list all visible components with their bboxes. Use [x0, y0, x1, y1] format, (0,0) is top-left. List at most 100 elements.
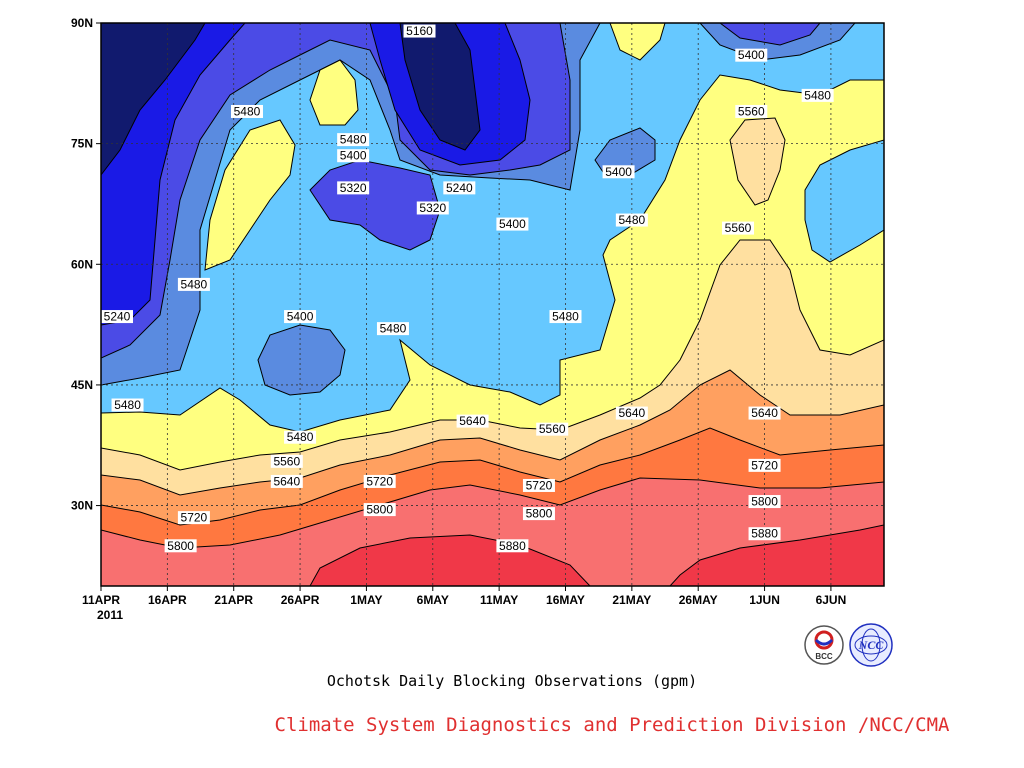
bcc-logo-icon: BCC — [804, 625, 844, 665]
plot-frame — [100, 22, 885, 587]
x-tick-label: 26APR — [281, 593, 320, 607]
contour-label: 5480 — [376, 322, 409, 336]
bcc-logo: BCC — [803, 624, 845, 666]
contour-label: 5320 — [337, 181, 370, 195]
contour-label: 5480 — [177, 277, 210, 291]
contour-label: 5800 — [164, 539, 197, 553]
x-tick-label: 26MAY — [679, 593, 718, 607]
y-tick-label: 45N — [71, 378, 93, 392]
contour-label: 5800 — [363, 503, 396, 517]
contour-label-box — [735, 104, 768, 118]
contour-label-box — [615, 213, 648, 227]
contour-label: 5480 — [801, 88, 834, 102]
contour-label-text: 5560 — [539, 422, 566, 436]
contour-label: 5480 — [284, 430, 317, 444]
contour-label-text: 5480 — [804, 88, 831, 102]
y-tick-label: 75N — [71, 137, 93, 151]
contour-label: 5640 — [270, 474, 303, 488]
y-tick-label: 60N — [71, 257, 93, 271]
contour-label-box — [284, 310, 317, 324]
core-5160 — [399, 23, 481, 151]
contour-label-box — [177, 277, 210, 291]
contour-label-box — [748, 458, 781, 472]
contour-label: 5560 — [735, 104, 768, 118]
bcc-logo-text: BCC — [815, 652, 833, 661]
x-tick-label: 6JUN — [816, 593, 847, 607]
contour-label-box — [230, 104, 263, 118]
contour-label-box — [522, 507, 555, 521]
y-tick-label: 30N — [71, 499, 93, 513]
contour-label: 5240 — [101, 310, 133, 324]
contour-label-box — [722, 221, 755, 235]
contour-label-text: 5560 — [738, 104, 765, 118]
y-axis: 90N 75N 60N 45N 30N — [71, 16, 101, 513]
contour-label-text: 5400 — [499, 217, 526, 231]
contour-label-text: 5720 — [366, 474, 393, 488]
contour-label-text: 5240 — [446, 181, 473, 195]
contour-label-box — [164, 539, 197, 553]
contour-label-box — [748, 527, 781, 541]
patch-5320-topright — [719, 23, 821, 46]
contour-label: 5480 — [337, 133, 370, 147]
contour-label-box — [801, 88, 834, 102]
x-tick-label: 11APR — [82, 593, 120, 607]
contour-label: 5720 — [363, 474, 396, 488]
contour-label-box — [496, 539, 529, 553]
contour-label-text: 5640 — [273, 474, 300, 488]
x-tick-label: 11MAY — [480, 593, 518, 607]
year-label: 2011 — [97, 608, 123, 622]
contour-label: 5400 — [284, 310, 317, 324]
x-axis: 11APR 16APR 21APR 26APR 1MAY 6MAY 11MAY 16MAY 21… — [82, 586, 846, 607]
contour-label: 5160 — [403, 24, 436, 38]
contour-label-box — [337, 181, 370, 195]
contour-label: 5800 — [522, 507, 555, 521]
contour-label: 5480 — [230, 104, 263, 118]
contour-label-box — [363, 503, 396, 517]
contour-label-text: 5400 — [340, 149, 367, 163]
contour-label-box — [549, 310, 582, 324]
contour-label: 5720 — [748, 458, 781, 472]
contour-label-text: 5480 — [552, 310, 579, 324]
x-tick-label: 21APR — [214, 593, 253, 607]
contour-label-text: 5560 — [725, 221, 752, 235]
chart-title: Ochotsk Daily Blocking Observations (gpm… — [326, 672, 698, 690]
x-tick-label: 21MAY — [612, 593, 651, 607]
credit-line: Climate System Diagnostics and Predictio… — [274, 714, 950, 736]
contour-label: 5480 — [111, 398, 144, 412]
contour-fill-layer — [101, 23, 884, 586]
contour-label-box — [376, 322, 409, 336]
contour-label-box — [270, 474, 303, 488]
contour-label-box — [443, 181, 476, 195]
contour-label: 5400 — [337, 149, 370, 163]
contour-label-text: 5640 — [459, 414, 486, 428]
ncc-logo-text: NCC — [858, 638, 885, 652]
contour-label: 5240 — [443, 181, 476, 195]
contour-label: 5560 — [536, 422, 569, 436]
contour-label: 5720 — [522, 478, 555, 492]
contour-label-box — [615, 406, 648, 420]
contour-label-text: 5480 — [234, 104, 261, 118]
contour-label-text: 5480 — [114, 398, 141, 412]
contour-label-box — [101, 310, 133, 324]
contour-label: 5880 — [496, 539, 529, 553]
contour-label-text: 5400 — [738, 48, 765, 62]
contour-label: 5880 — [748, 527, 781, 541]
patch-5480-topright — [609, 23, 666, 61]
contour-label-box — [111, 398, 144, 412]
contour-label-box — [416, 201, 449, 215]
contour-label: 5640 — [456, 414, 489, 428]
contour-label-text: 5640 — [751, 406, 778, 420]
contour-label: 5400 — [496, 217, 529, 231]
contour-label-text: 5400 — [287, 310, 314, 324]
contour-label-box — [284, 430, 317, 444]
grid-lines — [101, 23, 884, 586]
contour-label-box — [522, 478, 555, 492]
contour-label-text: 5800 — [167, 539, 194, 553]
patch-5400-right — [804, 139, 884, 263]
contour-label-text: 5160 — [406, 24, 433, 38]
contour-label-box — [403, 24, 436, 38]
contour-label-box — [337, 149, 370, 163]
ncc-logo-icon: NCC — [849, 623, 893, 667]
ncc-logo: NCC — [848, 622, 894, 668]
